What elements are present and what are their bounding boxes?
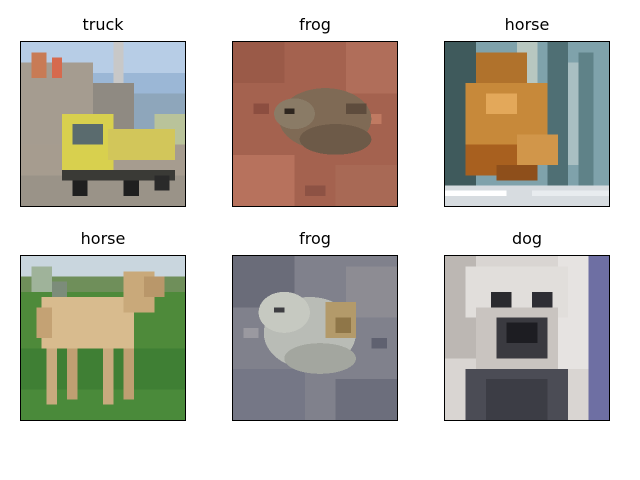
panel-title-6: dog [511, 229, 543, 248]
panel-title-4: horse [80, 229, 126, 248]
horse-pixel-image-2 [21, 256, 185, 420]
dog-pixel-image [445, 256, 609, 420]
horse-thumbnail-2 [20, 255, 186, 421]
truck-pixel-image [21, 42, 185, 206]
truck-thumbnail [20, 41, 186, 207]
panel-title-3: horse [504, 15, 550, 34]
panel-title-5: frog [299, 229, 331, 248]
frog-pixel-image-2 [233, 256, 397, 420]
dog-thumbnail [444, 255, 610, 421]
frog-thumbnail-2 [232, 255, 398, 421]
horse-thumbnail-1 [444, 41, 610, 207]
frog-pixel-image [233, 42, 397, 206]
panel-title-2: frog [299, 15, 331, 34]
horse-pixel-image-1 [445, 42, 609, 206]
panel-title-1: truck [82, 15, 124, 34]
frog-thumbnail [232, 41, 398, 207]
